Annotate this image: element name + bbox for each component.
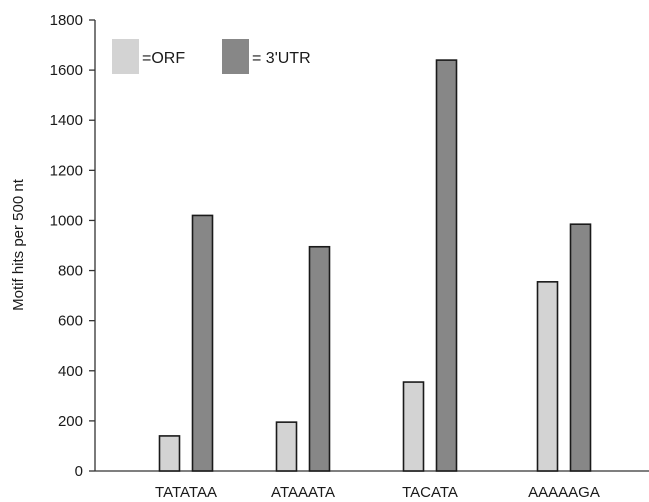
y-tick-label: 600 [58,313,83,330]
y-tick-label: 1200 [50,162,83,179]
x-tick-label: TATATAA [155,484,217,501]
y-tick-label: 800 [58,263,83,280]
y-tick-label: 0 [75,463,83,480]
y-axis-title: Motif hits per 500 nt [10,178,27,311]
x-tick-label: TACATA [402,484,458,501]
legend-swatch-utr [222,39,249,74]
bar-orf-aaaaaga [536,281,559,472]
legend-label-utr: = 3'UTR [252,50,311,67]
x-tick-label: ATAAATA [271,484,335,501]
y-tick-label: 400 [58,363,83,380]
y-tick-label: 1400 [50,112,83,129]
bar-utr-aaaaaga [569,223,592,472]
x-tick-label: AAAAAGA [528,484,600,501]
y-tick-label: 1600 [50,62,83,79]
y-tick-label: 200 [58,413,83,430]
y-tick-label: 1800 [50,12,83,29]
plot-area: 0 200 400 600 800 1000 1200 1400 1600 1800 TATATAA… [50,12,649,501]
legend-swatch-orf [112,39,139,74]
bar-orf-tatataa [158,435,181,472]
bar-orf-ataaata [275,421,298,472]
legend-label-orf: =ORF [142,50,185,67]
bar-utr-ataaata [308,245,331,472]
bar-utr-tacata [435,59,458,472]
y-tick-label: 1000 [50,212,83,229]
bar-orf-tacata [402,381,425,472]
bar-utr-tatataa [191,214,214,472]
